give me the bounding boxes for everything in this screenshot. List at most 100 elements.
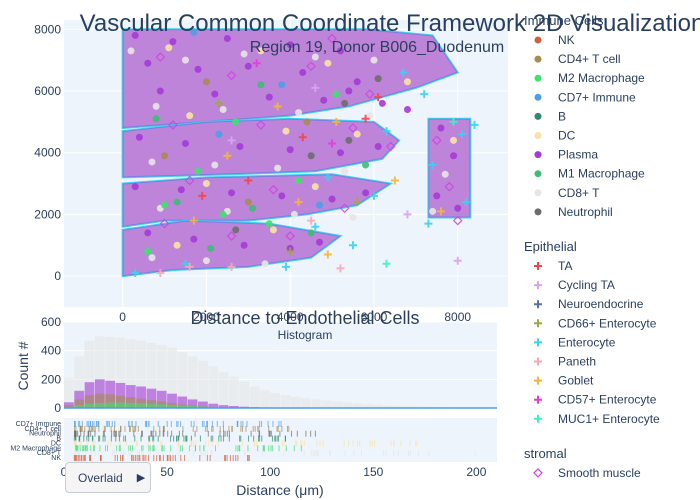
legend-item-label: MUC1+ Enterocyte <box>558 412 660 426</box>
histogram-bar <box>156 344 167 408</box>
scatter-plot: 0 2000 4000 6000 8000 0 2000 4000 6000 8000 <box>34 20 508 324</box>
scatter-point <box>295 176 303 184</box>
scatter-point <box>169 38 177 46</box>
scatter-point <box>450 152 458 160</box>
histogram-bar <box>218 372 229 408</box>
scatter-point <box>282 127 290 135</box>
histogram-bar <box>94 402 105 408</box>
scatter-point <box>332 117 341 126</box>
histogram-bar <box>156 390 167 408</box>
scatter-point <box>189 216 198 225</box>
overlay-mode-dropdown[interactable]: Overlaid ▶ <box>65 462 151 493</box>
scatter-point <box>429 207 437 215</box>
legend-group-title: Immune Cells <box>524 13 604 28</box>
legend-item-label: Paneth <box>558 355 596 369</box>
scatter-point <box>173 198 181 206</box>
scatter-point <box>336 149 344 157</box>
scatter-point <box>431 135 442 146</box>
histogram-subtitle: Histogram <box>278 328 333 342</box>
histogram-bar <box>74 405 85 408</box>
scatter-point <box>240 241 248 249</box>
scatter-point <box>311 222 320 231</box>
scatter-point <box>295 109 303 117</box>
scatter-point <box>156 269 165 278</box>
scatter-point <box>148 254 156 262</box>
rug-category-label: CD4+ T cell <box>24 426 61 433</box>
scatter-point <box>131 31 139 39</box>
histogram-bar <box>136 403 146 408</box>
legend-item-label: Neuroendocrine <box>558 297 644 311</box>
scatter-point <box>144 247 152 255</box>
legend-item-label: Smooth muscle <box>558 466 641 480</box>
scatter-point <box>198 191 207 200</box>
scatter-point <box>366 112 374 120</box>
histogram-bar <box>352 403 363 408</box>
legend-item-label: CD8+ T <box>558 186 600 200</box>
histogram-y-tick-label: 0 <box>54 401 61 415</box>
histogram-bar <box>218 405 229 408</box>
scatter-point <box>144 229 152 237</box>
histogram-bar <box>280 395 291 408</box>
legend-marker <box>534 74 542 82</box>
play-triangle-icon: ▶ <box>136 472 146 484</box>
histogram-bar <box>125 385 136 408</box>
scatter-point <box>385 141 396 152</box>
scatter-y-tick-label: 8000 <box>34 22 61 36</box>
scatter-point <box>232 226 240 234</box>
scatter-point <box>382 127 391 136</box>
scatter-x-tick-label: 8000 <box>444 310 471 324</box>
scatter-point <box>403 210 412 219</box>
legend-marker <box>534 395 542 404</box>
legend-item-label: CD4+ T cell <box>558 52 621 66</box>
scatter-point <box>390 176 399 185</box>
histogram-bar <box>115 337 126 408</box>
scatter-point <box>194 167 202 175</box>
scatter-point <box>228 189 236 197</box>
scatter-point <box>307 216 316 225</box>
scatter-point <box>349 241 358 250</box>
scatter-point <box>470 120 479 129</box>
scatter-point <box>328 195 336 203</box>
scatter-point <box>307 229 315 237</box>
legend: Immune Cells NK CD4+ T cell M2 Macrophage CD… <box>524 13 660 480</box>
scatter-point <box>202 180 210 188</box>
legend-marker <box>533 468 543 478</box>
scatter-point <box>353 78 361 86</box>
scatter-point <box>144 59 152 67</box>
scatter-point <box>135 133 143 141</box>
scatter-point <box>257 81 265 89</box>
scatter-point <box>336 264 345 273</box>
histogram-x-tick-label: 100 <box>260 465 280 479</box>
scatter-y-tick-label: 4000 <box>34 146 61 160</box>
plasma-cluster-region <box>122 174 391 227</box>
histogram-bar <box>362 404 373 408</box>
scatter-point <box>286 41 294 49</box>
scatter-point <box>370 56 378 64</box>
scatter-x-tick-label: 0 <box>119 310 126 324</box>
plasma-cluster-region <box>428 118 471 218</box>
scatter-point <box>265 93 273 101</box>
scatter-point <box>307 152 315 160</box>
histogram-y-tick-label: 600 <box>41 315 61 329</box>
scatter-point <box>273 102 282 111</box>
scatter-point <box>232 118 240 126</box>
histogram-plot: 0 200 400 600 <box>41 315 497 415</box>
scatter-point <box>374 143 382 151</box>
scatter-point <box>168 120 178 130</box>
scatter-point <box>127 47 135 55</box>
rug-category-label: DC <box>51 440 61 447</box>
histogram-bar <box>115 395 126 408</box>
histogram-bar <box>167 404 177 408</box>
legend-item-label: M2 Macrophage <box>558 71 645 85</box>
rug-category-label: NK <box>51 455 61 462</box>
rug-category-label: CD8+ T <box>37 450 62 457</box>
legend-item-label: Enterocyte <box>558 335 616 349</box>
legend-item-label: Plasma <box>558 148 598 162</box>
scatter-point <box>131 183 139 191</box>
scatter-point <box>450 136 458 144</box>
scatter-point <box>190 28 198 36</box>
scatter-point <box>311 183 319 191</box>
histogram-bar <box>115 402 126 408</box>
scatter-point <box>349 214 357 222</box>
